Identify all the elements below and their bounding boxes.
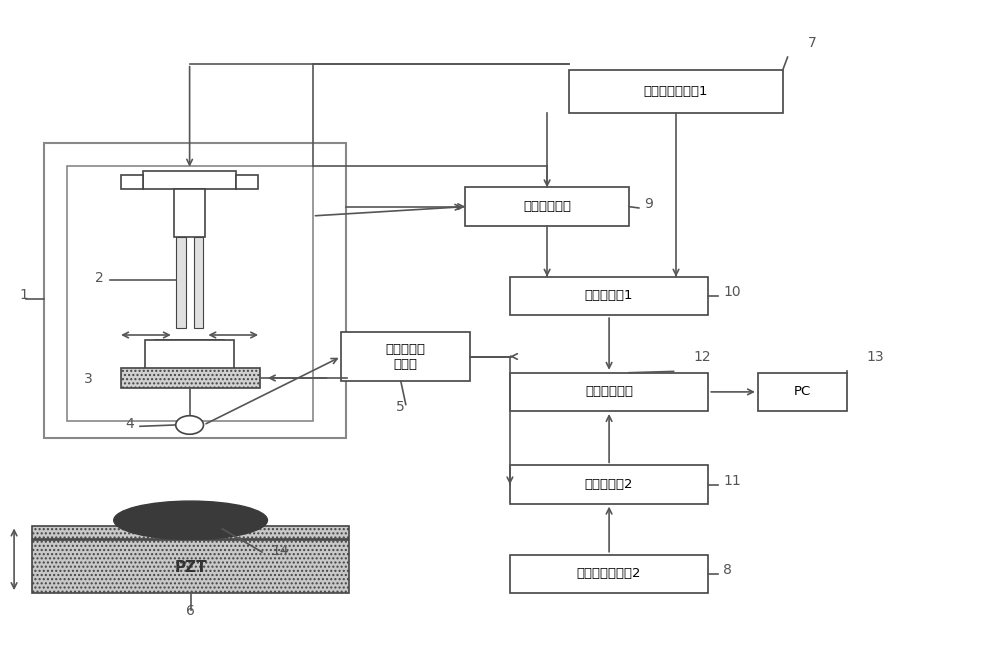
Text: 8: 8 bbox=[723, 563, 732, 577]
Text: 1: 1 bbox=[19, 287, 28, 302]
FancyBboxPatch shape bbox=[174, 190, 205, 237]
FancyBboxPatch shape bbox=[569, 70, 783, 113]
Text: PC: PC bbox=[794, 385, 811, 399]
FancyBboxPatch shape bbox=[143, 171, 236, 190]
FancyBboxPatch shape bbox=[145, 340, 234, 369]
Text: 信号调理电路: 信号调理电路 bbox=[523, 200, 571, 213]
Text: 7: 7 bbox=[807, 36, 816, 50]
FancyBboxPatch shape bbox=[194, 237, 203, 328]
Text: 3: 3 bbox=[84, 373, 92, 387]
Circle shape bbox=[176, 415, 203, 434]
Text: 10: 10 bbox=[723, 285, 741, 299]
FancyBboxPatch shape bbox=[32, 540, 349, 593]
Text: PZT: PZT bbox=[174, 560, 207, 576]
FancyBboxPatch shape bbox=[465, 188, 629, 226]
Text: 数据采集模块: 数据采集模块 bbox=[585, 385, 633, 399]
Text: 2: 2 bbox=[95, 271, 104, 285]
FancyBboxPatch shape bbox=[44, 143, 346, 438]
Text: 14: 14 bbox=[272, 543, 290, 557]
FancyBboxPatch shape bbox=[155, 340, 224, 358]
Text: 正弦信号发射器2: 正弦信号发射器2 bbox=[577, 567, 641, 580]
Text: 锁相放大器1: 锁相放大器1 bbox=[585, 289, 633, 302]
FancyBboxPatch shape bbox=[510, 373, 708, 411]
Text: 正弦信号发生器1: 正弦信号发生器1 bbox=[644, 85, 708, 98]
FancyBboxPatch shape bbox=[341, 332, 470, 381]
FancyBboxPatch shape bbox=[758, 373, 847, 411]
Text: 9: 9 bbox=[644, 197, 653, 211]
FancyBboxPatch shape bbox=[510, 466, 708, 504]
FancyBboxPatch shape bbox=[67, 166, 313, 421]
FancyBboxPatch shape bbox=[236, 175, 258, 190]
FancyBboxPatch shape bbox=[510, 277, 708, 315]
Text: 锁相放大器2: 锁相放大器2 bbox=[585, 478, 633, 491]
Ellipse shape bbox=[114, 501, 267, 539]
Text: 激光多普勒
测振仪: 激光多普勒 测振仪 bbox=[386, 342, 426, 371]
Text: 11: 11 bbox=[723, 474, 741, 488]
FancyBboxPatch shape bbox=[176, 237, 186, 328]
Text: 13: 13 bbox=[867, 350, 885, 364]
FancyBboxPatch shape bbox=[510, 555, 708, 593]
Text: 6: 6 bbox=[186, 604, 195, 618]
FancyBboxPatch shape bbox=[121, 368, 260, 388]
FancyBboxPatch shape bbox=[32, 525, 349, 539]
FancyBboxPatch shape bbox=[121, 175, 143, 190]
Text: 4: 4 bbox=[125, 417, 134, 431]
Text: 12: 12 bbox=[693, 350, 711, 364]
Text: 5: 5 bbox=[396, 400, 405, 414]
